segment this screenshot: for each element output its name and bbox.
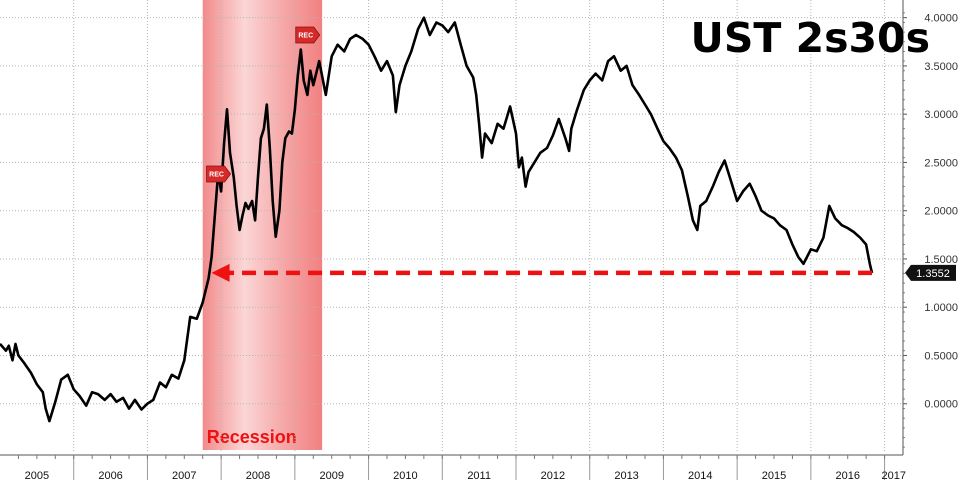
y-tick-label: 3.0000 [924,109,958,121]
y-tick-label: 0.5000 [924,350,958,362]
series-group [0,16,874,423]
rec-marker-label: REC [209,172,224,179]
y-tick-label: 2.0000 [924,206,958,218]
reference-arrow-head [211,263,230,282]
rec-marker-label: REC [298,33,313,40]
x-tick-label: 2016 [835,470,859,482]
x-tick-label: 2012 [541,470,565,482]
x-tick-label: 2005 [25,470,49,482]
last-value-box [905,264,956,281]
x-tick-label: 2008 [246,470,270,482]
y-tick-label: 1.0000 [924,302,958,314]
x-tick-label: 2014 [688,470,712,482]
chart-title: UST 2s30s [691,14,930,62]
y-tick-label: 0.0000 [924,399,958,411]
x-tick-label: 2007 [172,470,196,482]
x-axis: 2005 2006 2007 2008 2009 2010 2011 2012 2013 2014… [0,454,906,482]
y-tick-label: 2.5000 [924,157,958,169]
recession-shading-group: Recession [202,0,323,450]
recession-label: Recession [207,427,297,447]
x-tick-label: 2017 [882,470,906,482]
x-tick-label: 2015 [762,470,786,482]
last-value-label: 1.3552 [916,268,950,280]
annotations: REC REC 1.3552 [206,26,956,282]
x-tick-label: 2009 [319,470,343,482]
x-tick-label: 2011 [467,470,491,482]
x-tick-label: 2006 [98,470,122,482]
y-tick-label: 1.5000 [924,254,958,266]
recession-band [202,0,323,450]
gridlines [0,0,903,452]
series-line [0,16,874,423]
x-tick-label: 2013 [614,470,638,482]
rec-marker-flag [295,26,321,44]
y-tick-label: 4.0000 [924,13,958,25]
x-tick-label: 2010 [393,470,417,482]
y-tick-label: 3.5000 [924,61,958,73]
y-axis: 0.0000 0.5000 1.0000 1.5000 2.0000 2.5000 3.00… [902,0,958,455]
rec-marker-flag [206,165,232,183]
